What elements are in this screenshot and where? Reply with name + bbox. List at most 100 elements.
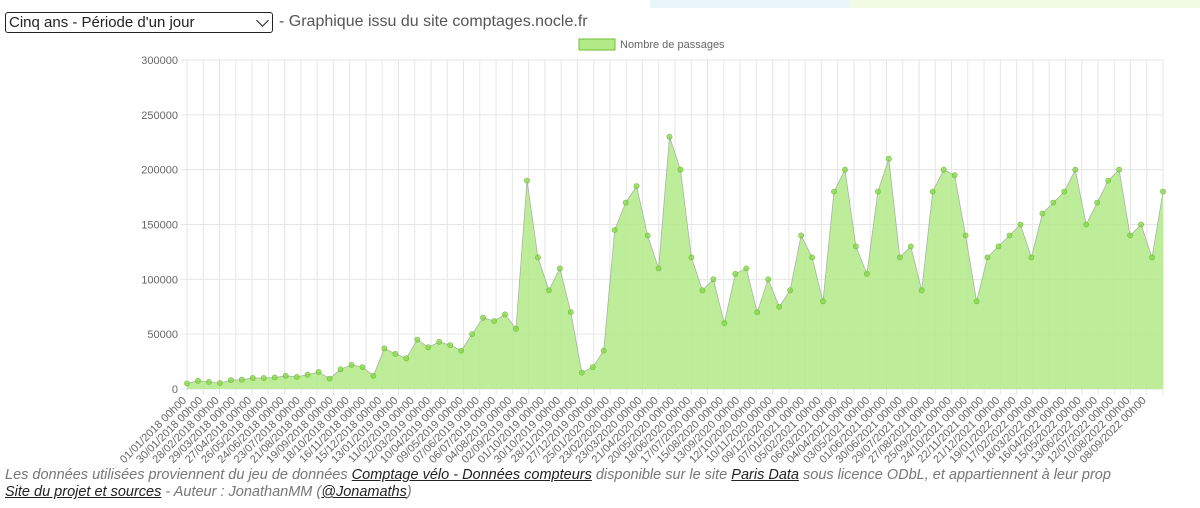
data-point xyxy=(633,183,640,189)
data-point xyxy=(260,375,267,381)
y-tick-label: 300000 xyxy=(141,55,178,67)
data-point xyxy=(1138,221,1144,228)
source-text: - Graphique issu du site comptages.nocle… xyxy=(279,13,588,30)
data-point xyxy=(962,232,969,239)
data-point xyxy=(644,232,651,239)
data-point xyxy=(458,347,465,354)
series-area xyxy=(187,136,1163,389)
data-point xyxy=(414,336,421,343)
data-point xyxy=(491,318,497,324)
data-point xyxy=(425,344,432,351)
data-point xyxy=(853,243,859,250)
data-point xyxy=(995,243,1002,250)
data-point xyxy=(589,364,596,370)
data-point xyxy=(546,287,552,294)
paris-data-link[interactable]: Paris Data xyxy=(731,467,799,483)
data-point xyxy=(951,172,958,179)
data-point xyxy=(1105,177,1112,184)
author-link[interactable]: @Jonamaths xyxy=(321,484,407,500)
data-point xyxy=(655,265,662,272)
data-point xyxy=(1083,221,1090,228)
data-point xyxy=(677,166,684,173)
data-point xyxy=(535,254,541,261)
data-point xyxy=(315,369,322,375)
y-tick-label: 100000 xyxy=(141,274,178,286)
data-point xyxy=(787,287,793,294)
data-point xyxy=(216,380,223,386)
legend-swatch[interactable] xyxy=(578,38,616,51)
data-point xyxy=(1006,232,1013,239)
data-point xyxy=(304,371,311,378)
data-point xyxy=(1072,166,1079,173)
y-axis-labels: 0 50000 100000 150000 200000 250000 300000 xyxy=(141,55,178,396)
data-point xyxy=(370,372,377,379)
data-point xyxy=(1028,254,1035,261)
data-point xyxy=(600,347,607,354)
chart-legend: Nombre de passages xyxy=(578,38,725,51)
dataset-link[interactable]: Comptage vélo - Données compteurs xyxy=(351,467,592,483)
data-point xyxy=(765,276,772,283)
data-point xyxy=(754,309,761,316)
data-point xyxy=(392,350,399,357)
data-point xyxy=(238,376,245,383)
data-point xyxy=(447,342,454,348)
data-point xyxy=(721,320,728,327)
data-point xyxy=(1094,199,1101,206)
data-point xyxy=(1149,254,1155,261)
data-point xyxy=(524,177,530,184)
data-point xyxy=(1160,188,1166,195)
legend-label: Nombre de passages xyxy=(620,39,725,51)
data-point xyxy=(227,377,234,384)
data-point xyxy=(842,166,848,173)
background-decoration xyxy=(650,0,850,8)
period-select-value: Cinq ans - Période d'un jour xyxy=(9,13,195,31)
data-point xyxy=(907,243,914,250)
data-point xyxy=(282,372,289,379)
data-point xyxy=(359,364,366,370)
data-point xyxy=(578,369,585,376)
period-select[interactable]: Cinq ans - Période d'un jour xyxy=(5,11,273,33)
y-tick-label: 250000 xyxy=(141,110,178,122)
data-point xyxy=(1050,199,1057,206)
data-point xyxy=(1039,210,1046,217)
data-point xyxy=(809,254,815,261)
data-point xyxy=(1116,166,1122,173)
data-point xyxy=(205,378,212,385)
data-point xyxy=(249,375,256,381)
footer-text: Les données utilisées proviennent du jeu… xyxy=(5,467,352,483)
y-tick-label: 50000 xyxy=(147,329,178,341)
data-point xyxy=(929,188,936,195)
data-point xyxy=(1127,232,1133,239)
data-point xyxy=(864,270,870,277)
data-point xyxy=(271,374,278,381)
data-point xyxy=(469,331,475,338)
data-point xyxy=(940,166,947,173)
data-point xyxy=(666,133,673,140)
footer-text: ) xyxy=(406,484,412,500)
data-point xyxy=(293,373,300,380)
data-point xyxy=(184,380,190,387)
data-point xyxy=(732,270,739,277)
y-tick-label: 0 xyxy=(172,384,178,396)
data-point xyxy=(831,188,837,195)
background-decoration xyxy=(850,0,1200,8)
footer-line-1: Les données utilisées proviennent du jeu… xyxy=(5,467,1111,484)
data-point xyxy=(798,232,804,239)
data-point xyxy=(502,311,508,318)
footer-text: sous licence ODbL, et appartiennent à le… xyxy=(798,467,1111,483)
data-point xyxy=(1017,221,1024,228)
data-point xyxy=(337,366,344,373)
footer-text: - Auteur : JonathanMM ( xyxy=(161,484,322,500)
data-point xyxy=(567,309,574,316)
project-link[interactable]: Site du projet et sources xyxy=(5,484,162,500)
data-point xyxy=(710,276,717,283)
data-point xyxy=(195,377,201,384)
data-point xyxy=(984,254,991,261)
data-point xyxy=(611,227,618,233)
data-point xyxy=(973,298,980,305)
data-point xyxy=(622,199,629,206)
passages-chart: 0 50000 100000 150000 200000 250000 300000 01/… xyxy=(118,38,1166,466)
data-point xyxy=(513,325,519,332)
data-point xyxy=(348,361,355,368)
